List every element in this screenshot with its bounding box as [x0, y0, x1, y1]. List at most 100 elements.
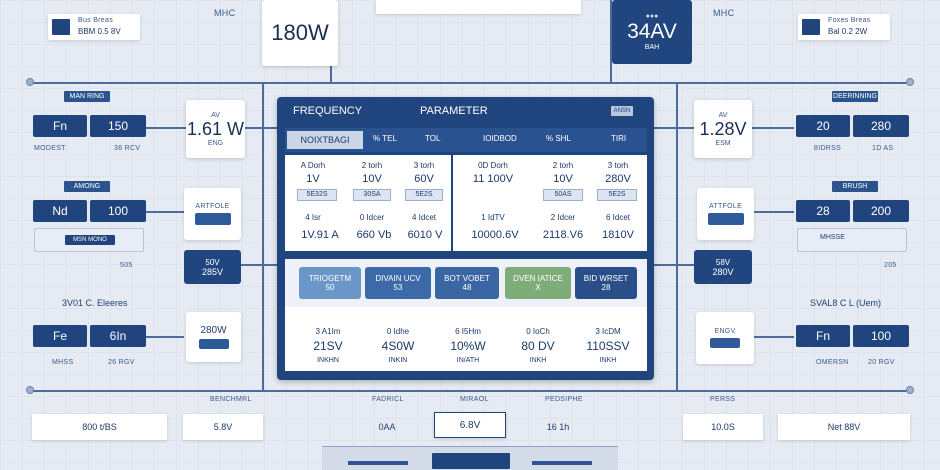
mode-card-1[interactable]: TRIOGETM 50: [299, 267, 361, 299]
connector: [146, 127, 186, 129]
mode-card-4[interactable]: DVEN IATICE X: [505, 267, 571, 299]
connector: [752, 211, 794, 213]
grid-col2-chip[interactable]: 30SA: [353, 189, 391, 201]
left-tag-2: AMONG: [64, 181, 110, 192]
readout-5-foot: INKH: [599, 357, 617, 364]
right-row3-btn-a[interactable]: Fn: [796, 325, 850, 347]
panel-tab-bar: NOIXTBAGI % TEL TOL IOIDBOD % SHL TIRI: [285, 128, 647, 152]
right-row2-btn-b[interactable]: 200: [853, 200, 909, 222]
dock-rail-left: [348, 461, 408, 465]
chip-value: BBM 0.5 8V: [78, 27, 121, 36]
grid-col2-head: 2 torh: [361, 161, 383, 170]
left-title: MHC: [214, 8, 236, 18]
right-trunk-line: [676, 82, 678, 392]
panel-title-right: PARAMETER: [420, 105, 488, 117]
left-gauge-1: AV 1.61 W ENG: [186, 100, 245, 158]
gauge-sub: BAH: [644, 44, 660, 51]
left-mini-2[interactable]: 280W: [186, 312, 241, 362]
mode-card-2[interactable]: DIVAIN UCV 53: [365, 267, 431, 299]
bottom-readout-7[interactable]: Net 88V: [778, 414, 910, 440]
mode-card-3[interactable]: BOT VOBET 48: [435, 267, 499, 299]
node-dot: [906, 78, 914, 86]
tab-tol[interactable]: TOL: [425, 134, 441, 143]
grid-col6-value: 280V: [605, 173, 631, 185]
left-mini-1[interactable]: ARTFOLE: [184, 188, 241, 240]
mini-pill: [710, 338, 740, 348]
grid-col1-chip[interactable]: 5E32S: [297, 189, 337, 201]
bottom-readout-5[interactable]: 16 1h: [546, 422, 570, 432]
top-bus-line: [30, 82, 910, 84]
mode-card-5[interactable]: BID WRSET 28: [575, 267, 637, 299]
readout-4-head: 0 IoCh: [526, 327, 550, 336]
connector: [654, 264, 694, 266]
mini-pill: [194, 213, 231, 225]
card-title: TRIOGETM: [308, 274, 352, 283]
top-right-chip[interactable]: Foxes Breas Bal 0.2 2W: [798, 14, 890, 40]
right-row3-value: 20 RGV: [868, 359, 895, 366]
sub-label: MHSSE: [820, 234, 845, 241]
top-right-gauge: ●●● 34AV BAH: [612, 0, 692, 64]
right-row3-btn-b[interactable]: 100: [853, 325, 909, 347]
panel-grid: A Dorh 1V 5E32S 4 Isr 1V.91 A 2 torh 10V…: [285, 155, 647, 251]
gauge-value: 180W: [271, 20, 329, 45]
right-row2-btn-a[interactable]: 28: [796, 200, 850, 222]
bottom-readout-1[interactable]: 800 t/BS: [32, 414, 167, 440]
tab-tel[interactable]: % TEL: [373, 134, 397, 143]
mini-pill: [707, 213, 744, 225]
card-value: X: [535, 283, 541, 292]
card-value: 28: [601, 283, 611, 292]
left-row1-btn-a[interactable]: Fn: [33, 115, 87, 137]
grid-col4-sub: 1 IdTV: [481, 213, 505, 222]
gauge-value: 1.28V: [699, 118, 747, 139]
left-row3-label: MHSS: [52, 359, 74, 366]
grid-col3-head: 3 torh: [413, 161, 435, 170]
panel-chip[interactable]: ANSN: [611, 106, 633, 116]
card-value: 48: [462, 283, 472, 292]
bottom-readout-3[interactable]: 0AA: [378, 422, 396, 432]
left-row3-btn-b[interactable]: 6In: [90, 325, 146, 347]
card-value: 285V: [201, 266, 224, 277]
tab-iodbod[interactable]: IOIDBOD: [483, 134, 517, 143]
grid-col5-value: 10V: [553, 173, 573, 185]
card-title: BOT VOBET: [444, 274, 490, 283]
grid-col1-value: 1V: [306, 173, 320, 185]
connector: [146, 336, 184, 338]
bottom-readout-6[interactable]: 10.0S: [683, 414, 763, 440]
left-card: 50V 285V: [184, 250, 241, 284]
tab-tiri[interactable]: TIRI: [611, 134, 627, 143]
left-row2-btn-a[interactable]: Nd: [33, 200, 87, 222]
right-row1-btn-b[interactable]: 280: [853, 115, 909, 137]
tab-shl[interactable]: % SHL: [546, 134, 571, 143]
bottom-dock: [322, 446, 618, 470]
grid-col4-value: 11 100V: [472, 173, 514, 185]
readout-3-foot: IN/ATH: [456, 357, 480, 364]
readout-4-value: 80 DV: [521, 339, 555, 353]
tab-voltage[interactable]: NOIXTBAGI: [287, 131, 363, 149]
sub-label: MSN MONO: [65, 235, 115, 245]
left-row1-value: 36 RCV: [114, 145, 141, 152]
connector: [754, 336, 794, 338]
readout-5-value: 110SSV: [586, 339, 630, 353]
grid-col3-chip[interactable]: 5E2S: [405, 189, 443, 201]
left-row2-btn-b[interactable]: 100: [90, 200, 146, 222]
right-mini-1[interactable]: ATTFOLE: [697, 188, 754, 240]
grid-col6-bottom: 1810V: [602, 229, 634, 241]
mini-pill: [198, 339, 229, 349]
right-title: MHC: [713, 8, 735, 18]
card-title: DVEN IATICE: [513, 274, 563, 283]
right-row1-btn-a[interactable]: 20: [796, 115, 850, 137]
grid-col5-chip[interactable]: 50AS: [543, 189, 583, 201]
right-mini-2[interactable]: ENGV: [696, 312, 754, 364]
top-left-chip[interactable]: Bus Breas BBM 0.5 8V: [48, 14, 140, 40]
grid-col6-chip[interactable]: 5E2S: [597, 189, 637, 201]
left-row2-sub: MSN MONO: [34, 228, 144, 252]
left-row1-btn-b[interactable]: 150: [90, 115, 146, 137]
card-top: 58V: [715, 257, 731, 267]
bottom-readout-2[interactable]: 5.8V: [183, 414, 263, 440]
bottom-readout-4[interactable]: 6.8V: [434, 412, 506, 438]
right-row1-value: 1D AS: [872, 145, 894, 152]
left-row3-btn-a[interactable]: Fe: [33, 325, 87, 347]
bottom-label-6: PERSS: [710, 396, 736, 403]
grid-col3-value: 60V: [414, 173, 434, 185]
right-card: 58V 280V: [694, 250, 752, 284]
